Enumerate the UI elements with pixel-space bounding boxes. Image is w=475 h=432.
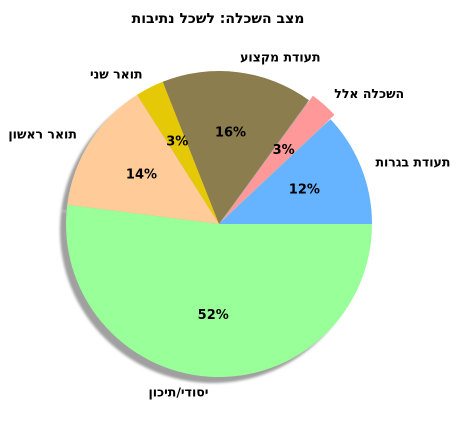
- category-label-3: תואר שני: [90, 67, 143, 82]
- pie-slice-4: [67, 94, 220, 224]
- percent-label-4: 14%: [126, 167, 157, 182]
- pie-labels: תעודת בגרות 12% השכלה אלל 3% תעודת מקצוע 16% ת…: [8, 50, 450, 400]
- percent-label-0: 12%: [289, 183, 320, 198]
- percent-label-5: 52%: [198, 308, 229, 323]
- category-label-1: השכלה אלל: [334, 86, 404, 101]
- pie-slice-1: [222, 95, 335, 220]
- pie-slice-2: [162, 70, 309, 224]
- category-label-0: תעודת בגרות: [375, 155, 450, 170]
- pie-slice-0: [219, 119, 372, 224]
- pie-slice-5: [66, 204, 373, 378]
- percent-label-2: 16%: [215, 125, 246, 140]
- chart-title: מצב השכלה: לשכל נתיבות: [132, 11, 305, 27]
- category-label-2: תעודת מקצוע: [240, 50, 320, 65]
- pie-slices: [66, 70, 373, 378]
- category-label-4: תואר ראשון: [8, 126, 77, 141]
- pie-slice-3: [137, 81, 219, 225]
- percent-label-3: 3%: [166, 135, 188, 150]
- category-label-5: יסודי/תיכון: [148, 384, 208, 399]
- percent-label-1: 3%: [273, 143, 295, 158]
